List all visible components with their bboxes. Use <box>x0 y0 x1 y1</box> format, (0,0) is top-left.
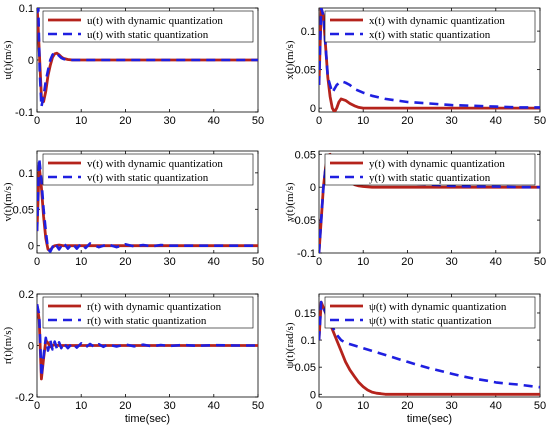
y-tick-label: 0.05 <box>295 149 316 161</box>
y-axis-label: u(t)(m/s) <box>2 40 14 79</box>
x-tick-label: 20 <box>401 115 413 127</box>
y-tick-label: 0.1 <box>301 26 316 38</box>
series-static-line <box>37 304 258 378</box>
x-tick-label: 10 <box>75 115 87 127</box>
y-axis-label: y(t)(m/s) <box>284 182 296 221</box>
chart-panel-6: 0 10 20 30 40 50 0 0.05 0.1 0.15 ψ(t)(rad/s) time(s… <box>284 293 546 425</box>
series-static-line <box>319 8 540 109</box>
x-tick-label: 30 <box>445 400 457 412</box>
y-tick-label: 0 <box>28 55 34 67</box>
x-tick-label: 30 <box>445 256 457 268</box>
x-axis-label: time(sec) <box>125 413 170 425</box>
legend-entry: x(t) with dynamic quantization <box>369 15 505 27</box>
x-tick-label: 10 <box>75 400 87 412</box>
y-tick-label: 0 <box>310 389 316 401</box>
legend-entry: r(t) with dynamic quantization <box>87 301 222 313</box>
y-axis-label: r(t)(m/s) <box>2 327 14 365</box>
x-tick-label: 50 <box>534 115 546 127</box>
y-tick-label: -0.2 <box>15 392 34 404</box>
y-tick-label: 0 <box>28 341 34 353</box>
x-tick-label: 20 <box>119 115 131 127</box>
chart-panel-4: 0 10 20 30 40 50 -0.1 -0.05 0 0.05 y(t)(m/s) y(t) w… <box>284 149 546 268</box>
y-axis-label: x(t)(m/s) <box>284 40 296 79</box>
y-tick-label: 0.1 <box>301 335 316 347</box>
x-tick-label: 40 <box>490 400 502 412</box>
legend-entry: r(t) with static quantization <box>87 315 207 327</box>
legend-entry: y(t) with dynamic quantization <box>369 158 505 170</box>
x-tick-label: 0 <box>34 256 40 268</box>
y-tick-label: 0.05 <box>295 362 316 374</box>
x-tick-label: 0 <box>316 115 322 127</box>
series-static-line <box>37 157 258 253</box>
y-tick-label: -0.1 <box>15 107 34 119</box>
legend-entry: u(t) with static quantization <box>87 29 209 41</box>
legend-box <box>324 296 536 329</box>
legend-box <box>42 296 254 329</box>
x-tick-label: 20 <box>119 256 131 268</box>
y-tick-label: 0.15 <box>295 308 316 320</box>
series-dynamic-line <box>37 164 258 252</box>
y-tick-label: 0.1 <box>19 168 34 180</box>
y-tick-label: 0.2 <box>19 289 34 301</box>
y-tick-label: 0 <box>310 103 316 115</box>
y-tick-label: 0.05 <box>295 65 316 77</box>
x-tick-label: 30 <box>163 115 175 127</box>
x-tick-label: 40 <box>208 256 220 268</box>
x-tick-label: 10 <box>75 256 87 268</box>
y-axis-label: v(t)(m/s) <box>2 182 14 221</box>
x-tick-label: 50 <box>252 256 264 268</box>
legend-box <box>324 10 536 43</box>
x-tick-label: 10 <box>357 400 369 412</box>
x-tick-label: 0 <box>316 256 322 268</box>
x-tick-label: 30 <box>163 400 175 412</box>
x-tick-label: 50 <box>252 115 264 127</box>
x-tick-label: 30 <box>445 115 457 127</box>
x-tick-label: 40 <box>208 400 220 412</box>
chart-panel-3: 0 10 20 30 40 50 0 0.05 0.1 v(t)(m/s) v(t) with dy… <box>2 150 264 268</box>
y-tick-label: 0.1 <box>19 3 34 15</box>
x-tick-label: 50 <box>534 256 546 268</box>
x-tick-label: 40 <box>490 256 502 268</box>
legend-box <box>324 153 536 186</box>
y-tick-label: 0.05 <box>13 204 34 216</box>
legend-entry: x(t) with static quantization <box>369 29 491 41</box>
x-tick-label: 10 <box>357 256 369 268</box>
legend-box <box>42 153 254 186</box>
legend-box <box>42 10 254 43</box>
y-axis-label: ψ(t)(rad/s) <box>284 322 296 368</box>
x-tick-label: 0 <box>34 115 40 127</box>
legend-entry: v(t) with dynamic quantization <box>87 158 223 170</box>
x-tick-label: 40 <box>490 115 502 127</box>
y-tick-label: -0.1 <box>297 248 316 260</box>
x-axis-label: time(sec) <box>407 413 452 425</box>
x-tick-label: 30 <box>163 256 175 268</box>
y-tick-label: 0 <box>310 182 316 194</box>
x-tick-label: 20 <box>119 400 131 412</box>
series-dynamic-line <box>319 8 540 112</box>
x-tick-label: 10 <box>357 115 369 127</box>
y-tick-label: 0 <box>28 241 34 253</box>
series-static-line <box>37 8 258 109</box>
x-tick-label: 20 <box>401 400 413 412</box>
x-tick-label: 20 <box>401 256 413 268</box>
legend-entry: u(t) with dynamic quantization <box>87 15 223 27</box>
x-tick-label: 50 <box>534 400 546 412</box>
legend-entry: ψ(t) with static quantization <box>369 315 492 327</box>
x-tick-label: 0 <box>316 400 322 412</box>
legend-entry: y(t) with static quantization <box>369 172 491 184</box>
chart-panel-1: 0 10 20 30 40 50-0.100.1u(t)(m/s)u(t) with dy… <box>2 3 264 127</box>
chart-panel-2: 0 10 20 30 40 50 0 0.05 0.1 x(t)(m/s) x(t) with dy… <box>284 7 546 127</box>
chart-panel-5: 0 10 20 30 40 50-0.200.2r(t)(m/s)time(sec)r(t… <box>2 289 264 425</box>
legend-entry: ψ(t) with dynamic quantization <box>369 301 507 313</box>
y-tick-label: -0.05 <box>291 215 316 227</box>
x-tick-label: 40 <box>208 115 220 127</box>
legend-entry: v(t) with static quantization <box>87 172 209 184</box>
x-tick-label: 0 <box>34 400 40 412</box>
x-tick-label: 50 <box>252 400 264 412</box>
